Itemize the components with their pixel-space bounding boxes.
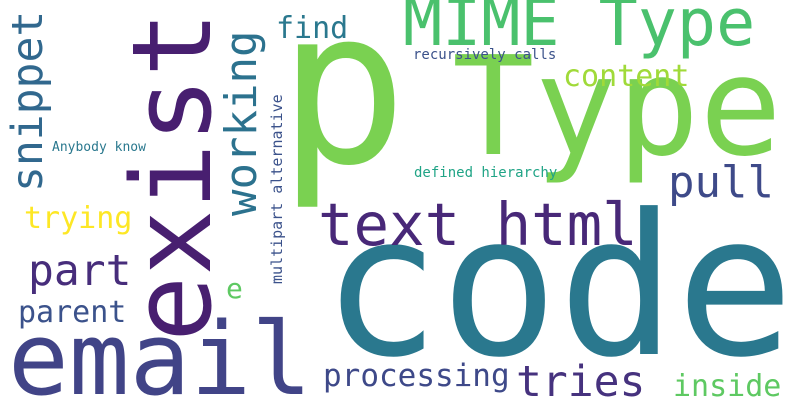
word: processing [323,358,510,394]
word: e [226,272,243,305]
word: MIME Type [403,0,755,61]
word: trying [24,201,132,236]
word: email [8,300,312,400]
word: tries [516,357,645,400]
word: text html [318,190,638,259]
word: Type [452,28,782,187]
word: defined hierarchy [414,165,557,181]
word: Anybody know [52,140,146,155]
word: snippet [3,11,53,192]
word: parent [18,295,126,330]
word: content [563,59,689,94]
word: recursively calls [413,47,556,63]
word: exist [108,11,236,342]
word: p [278,0,407,213]
word: find [276,11,348,46]
word: working [216,31,267,216]
word: code [322,173,794,400]
word: inside [673,369,781,400]
word: multipart alternative [268,94,286,284]
word: pull [668,157,774,208]
word: part [28,246,132,296]
